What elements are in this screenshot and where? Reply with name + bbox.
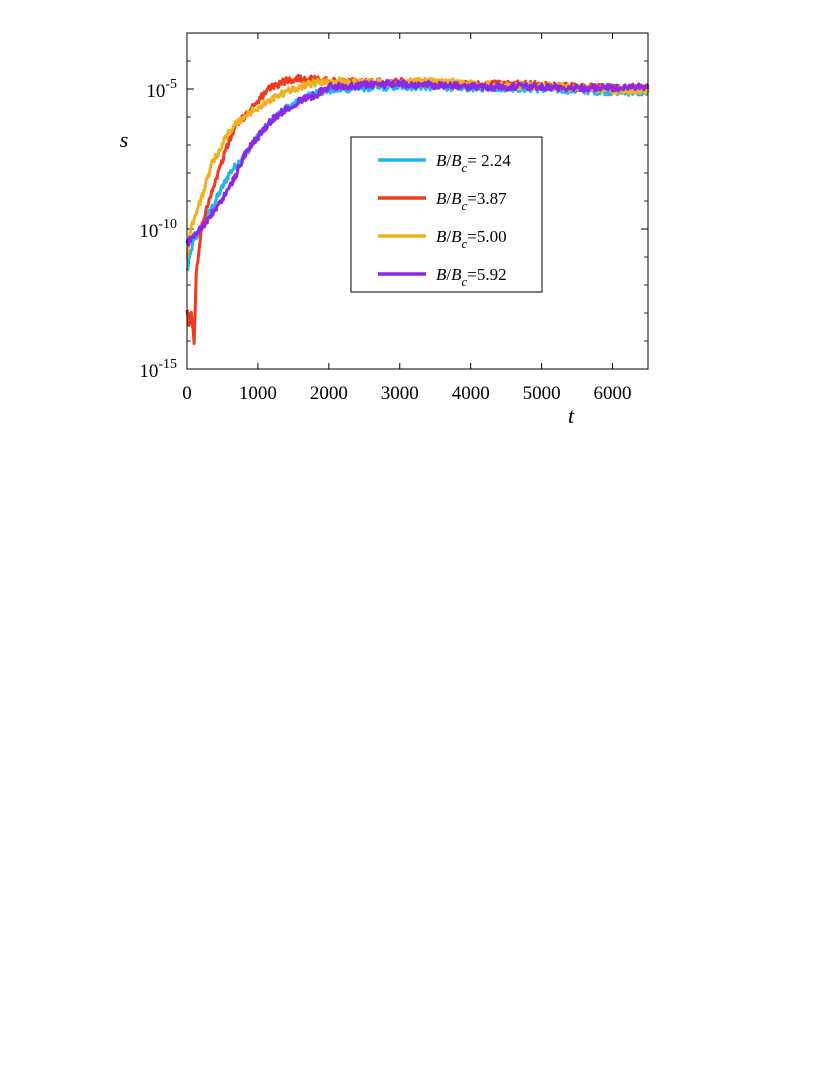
legend-label: B/Bc=3.87 — [436, 189, 507, 213]
y-tick-base: 10 — [146, 81, 165, 102]
y-tick-label: 10-5 — [146, 77, 177, 102]
series-layer — [185, 73, 650, 345]
legend-b: B — [436, 151, 447, 170]
y-tick-base: 10 — [139, 361, 158, 382]
y-tick-label: 10-15 — [139, 357, 177, 382]
legend-value: =3.87 — [467, 189, 507, 208]
legend-value: = 2.24 — [467, 151, 511, 170]
legend-sub: c — [462, 236, 468, 251]
x-tick-label: 1000 — [239, 383, 277, 404]
legend-value: =5.92 — [467, 265, 506, 284]
x-tick-label: 6000 — [594, 383, 632, 404]
legend-b: B — [436, 227, 447, 246]
legend-label: B/Bc=5.00 — [436, 227, 507, 251]
legend-slash: / — [446, 189, 451, 208]
legend-bc: B — [451, 151, 462, 170]
legend-b: B — [436, 189, 447, 208]
legend-bc: B — [451, 227, 462, 246]
legend-slash: / — [446, 151, 451, 170]
x-tick-label: 0 — [182, 383, 192, 404]
legend-sub: c — [462, 274, 468, 289]
legend-label: B/Bc= 2.24 — [436, 151, 511, 175]
legend-slash: / — [446, 227, 451, 246]
x-tick-label: 4000 — [452, 383, 490, 404]
legend: B/Bc= 2.24B/Bc=3.87B/Bc=5.00B/Bc=5.92 — [350, 136, 543, 293]
legend-sub: c — [462, 160, 468, 175]
plot-frame — [186, 32, 649, 370]
y-axis-label: s — [120, 127, 129, 152]
legend-sub: c — [462, 198, 468, 213]
y-tick-exp: -5 — [165, 77, 177, 92]
legend-bc: B — [451, 189, 462, 208]
legend-value: =5.00 — [467, 227, 506, 246]
x-tick-label: 2000 — [310, 383, 348, 404]
y-tick-base: 10 — [139, 221, 158, 242]
y-tick-exp: -15 — [158, 357, 177, 372]
y-tick-label: 10-10 — [139, 217, 177, 242]
legend-box — [350, 136, 543, 293]
series-line-4 — [185, 79, 650, 247]
legend-slash: / — [446, 265, 451, 284]
legend-b: B — [436, 265, 447, 284]
y-tick-exp: -10 — [158, 217, 177, 232]
legend-bc: B — [451, 265, 462, 284]
x-tick-label: 5000 — [523, 383, 561, 404]
x-tick-label: 3000 — [381, 383, 419, 404]
x-axis-label: t — [568, 403, 575, 428]
legend-label: B/Bc=5.92 — [436, 265, 507, 289]
